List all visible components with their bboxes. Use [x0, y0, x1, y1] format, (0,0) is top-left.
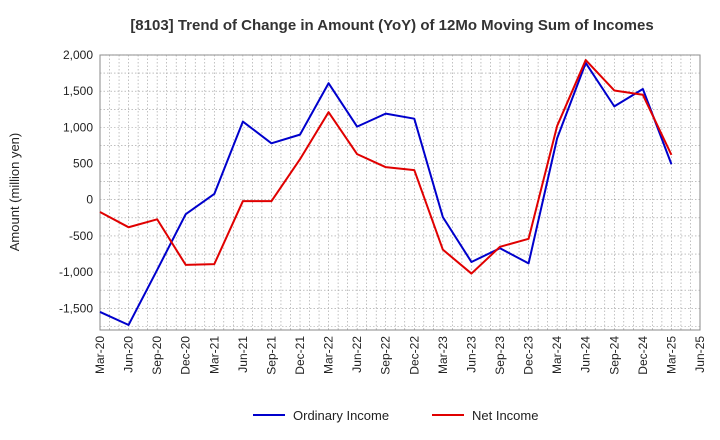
x-tick-label: Sep-23: [493, 336, 507, 375]
x-tick-label: Mar-21: [207, 336, 221, 374]
series-lines: [99, 59, 673, 326]
x-tick-label: Mar-20: [93, 336, 107, 374]
legend-label-net-income: Net Income: [472, 408, 538, 423]
x-tick-label: Jun-24: [579, 336, 593, 373]
y-axis-ticks: 2,000 1,500 1,000 500 0 -500 -1,000 -1,500: [59, 48, 93, 315]
series-line-net-income: [99, 59, 673, 275]
grid: [100, 54, 700, 330]
x-tick-label: Sep-21: [264, 336, 278, 375]
x-tick-label: Mar-25: [664, 336, 678, 374]
series-line-ordinary-income: [99, 61, 673, 326]
x-tick-label: Jun-23: [464, 336, 478, 373]
x-tick-label: Dec-24: [636, 336, 650, 375]
y-tick-label: 2,000: [63, 48, 93, 62]
x-tick-label: Jun-21: [236, 336, 250, 373]
x-tick-label: Dec-21: [293, 336, 307, 375]
x-tick-label: Dec-22: [407, 336, 421, 375]
legend: Ordinary Income Net Income: [253, 408, 538, 423]
y-axis-label: Amount (million yen): [7, 133, 22, 252]
plot-area: [99, 54, 701, 331]
x-tick-label: Sep-24: [607, 336, 621, 375]
y-tick-label: -1,000: [59, 265, 93, 279]
x-tick-label: Sep-22: [379, 336, 393, 375]
x-tick-label: Jun-22: [350, 336, 364, 373]
legend-label-ordinary-income: Ordinary Income: [293, 408, 389, 423]
x-tick-label: Sep-20: [150, 336, 164, 375]
x-tick-label: Mar-23: [436, 336, 450, 374]
y-tick-label: 500: [73, 157, 93, 171]
x-tick-label: Dec-20: [179, 336, 193, 375]
x-tick-label: Jun-25: [693, 336, 707, 373]
x-tick-label: Jun-20: [122, 336, 136, 373]
y-tick-label: 1,500: [63, 84, 93, 98]
y-tick-label: 0: [86, 193, 93, 207]
y-tick-label: 1,000: [63, 120, 93, 134]
x-tick-label: Mar-24: [550, 336, 564, 374]
x-tick-label: Mar-22: [322, 336, 336, 374]
x-axis-ticks: Mar-20 Jun-20 Sep-20 Dec-20 Mar-21 Jun-21 Sep-…: [93, 336, 707, 375]
x-tick-label: Dec-23: [522, 336, 536, 375]
chart-title: [8103] Trend of Change in Amount (YoY) o…: [130, 17, 653, 34]
y-tick-label: -1,500: [59, 301, 93, 315]
y-tick-label: -500: [69, 229, 93, 243]
